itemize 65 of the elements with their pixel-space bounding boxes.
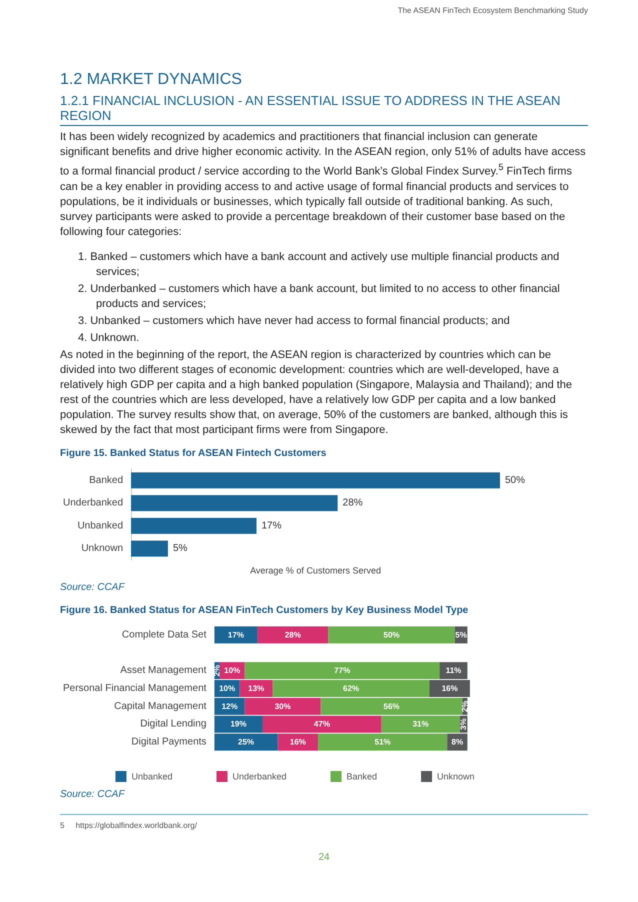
chart-title: Figure 15. Banked Status for ASEAN Fintech Customers	[60, 448, 328, 459]
data-label: 28%	[284, 630, 301, 640]
data-label: 3%	[459, 718, 468, 730]
y-tick-label: Complete Data Set	[122, 629, 207, 640]
text: 4. Unknown.	[77, 330, 140, 346]
source-note: Source: CCAF	[60, 788, 126, 800]
text: 1. Banked – customers which have a bank account and actively use multiple financial products and services;	[77, 250, 560, 280]
data-label: 13%	[248, 684, 264, 693]
data-label: 11%	[446, 666, 462, 675]
data-label: 28%	[342, 497, 363, 508]
data-label: 17%	[261, 520, 282, 532]
data-label: 10%	[224, 666, 240, 675]
text: The ASEAN FinTech Ecosystem Benchmarking Study	[396, 6, 588, 15]
data-label: 2%	[460, 700, 470, 712]
y-tick-label: Digital Lending	[140, 718, 206, 730]
legend-label: Underbanked	[232, 771, 287, 782]
y-tick-label: Unbanked	[77, 520, 124, 532]
x-axis-title: Average % of Customers Served	[250, 565, 381, 576]
data-label: 31%	[412, 719, 429, 728]
bar	[131, 540, 168, 556]
data-label: 5%	[172, 542, 188, 554]
bar	[328, 626, 455, 644]
text: 1.2 MARKET DYNAMICS	[60, 71, 243, 89]
legend-label: Unbanked	[131, 771, 172, 782]
text: 2. Underbanked – customers which have a bank account, but limited to no access to other financial products and services;	[77, 282, 561, 312]
data-label: 8%	[452, 737, 464, 746]
text: 1.2.1 FINANCIAL INCLUSION - AN ESSENTIAL ISSUE TO ADDRESS IN THE ASEAN REGION	[60, 93, 588, 126]
source-note: Source: CCAF	[60, 582, 126, 593]
y-tick-label: Unknown	[81, 542, 124, 554]
data-label: 16%	[442, 684, 458, 693]
text: 3. Unbanked – customers which have never had access to formal financial products; and	[77, 314, 511, 329]
data-label: 16%	[290, 737, 306, 746]
text: 24	[317, 852, 331, 863]
data-label: 12%	[222, 702, 238, 711]
data-label: 50%	[384, 630, 400, 640]
bar	[214, 626, 258, 644]
data-label: 47%	[314, 719, 330, 728]
data-label: 50%	[505, 474, 526, 486]
bar	[131, 518, 256, 534]
data-label: 62%	[343, 684, 360, 693]
data-label: 51%	[374, 737, 391, 746]
data-label: 2%	[212, 664, 222, 676]
data-label: 10%	[219, 684, 236, 693]
y-tick-label: Underbanked	[62, 497, 124, 508]
data-label: 30%	[274, 702, 291, 711]
legend-label: Banked	[346, 771, 378, 782]
y-tick-label: Capital Management	[114, 700, 207, 712]
data-label: 5%	[455, 630, 467, 640]
y-tick-label: Digital Payments	[131, 736, 206, 748]
text: 5 https://globalfindex.worldbank.org/	[60, 820, 198, 830]
data-label: 17%	[228, 630, 244, 640]
data-label: 56%	[384, 702, 400, 711]
chart-title: Figure 16. Banked Status for ASEAN FinTech Customers by Key Business Model Type	[60, 604, 470, 616]
bar	[131, 472, 500, 488]
data-label: 77%	[334, 666, 350, 675]
bar	[257, 626, 328, 644]
data-label: 25%	[238, 737, 254, 746]
y-tick-label: Personal Financial Management	[62, 682, 207, 694]
y-tick-label: Asset Management	[120, 664, 207, 676]
y-tick-label: Banked	[89, 474, 124, 486]
legend-label: Unknown	[437, 771, 475, 782]
text: It has been widely recognized by academics and practitioners that financial inclusion can generate significant benefits and drive higher economic activity. In the ASEAN region, only 51% of adults have access to a formal financial product / service according to the World Bank’s Global Findex Survey.$^{5}$ FinTech firms can be a key enabler in providing access to and active usage of formal financial products and services to populations, be it individuals or businesses, which typically fall outside of traditional banking. As such, survey participants were asked to provide a percentage breakdown of their customer base based on the following four categories:	[60, 131, 586, 238]
bar	[131, 494, 338, 511]
text: As noted in the beginning of the report, the ASEAN region is characterized by countries which can be divided into two different stages of economic development: countries which are well-developed, have a relatively high GDP per capita and a high banked population (Singapore, Malaysia and Thailand); and the rest of the countries which are less developed, have a relatively low GDP per capita and a low banked population. The survey results show that, on average, 50% of the customers are banked, although this is skewed by the fact that most participant firms were from Singapore.	[60, 348, 574, 438]
data-label: 19%	[230, 719, 246, 728]
